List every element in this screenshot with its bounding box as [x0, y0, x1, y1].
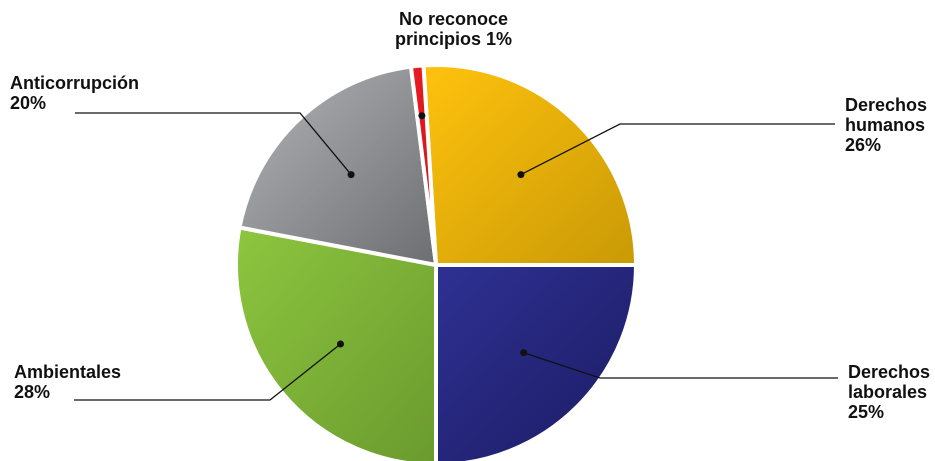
- label-line: principios 1%: [395, 29, 513, 49]
- label-line: laborales: [848, 382, 928, 402]
- label-line: Derechos: [848, 362, 931, 382]
- leader-line-anticorrupcion: [75, 112, 352, 176]
- label-value: 25%: [848, 402, 885, 422]
- leader-dot-derechos-humanos: [517, 171, 525, 179]
- label-value: 28%: [14, 382, 51, 402]
- label-derechos-humanos: Derechos humanos 26%: [845, 95, 927, 155]
- label-value: 26%: [845, 135, 882, 155]
- leader-line-derechos-humanos: [520, 123, 835, 176]
- leader-dot-derechos-laborales: [520, 349, 528, 357]
- label-no-reconoce-principios: No reconoce principios 1%: [395, 9, 512, 49]
- pie-slice-anticorrupcion: [237, 64, 438, 267]
- label-line: Anticorrupción: [10, 73, 139, 93]
- leader-line-ambientales: [74, 343, 341, 401]
- leader-dot-ambientales: [337, 340, 344, 348]
- label-line: Ambientales: [14, 362, 122, 382]
- pie-slice-derechos-humanos: [421, 62, 638, 267]
- pie-slice-no-reconoce-principios: [408, 63, 438, 267]
- label-line: Derechos: [845, 95, 928, 115]
- pie-slice-derechos-laborales: [434, 263, 638, 461]
- label-derechos-laborales: Derechos laborales 25%: [848, 362, 930, 422]
- leader-line-derechos-laborales: [523, 352, 838, 379]
- label-value: 20%: [10, 93, 47, 113]
- pie-slice-ambientales: [234, 225, 438, 461]
- label-anticorrupcion: Anticorrupción 20%: [10, 73, 139, 113]
- leader-dot-anticorrupcion: [347, 171, 355, 179]
- label-ambientales: Ambientales 28%: [14, 362, 121, 402]
- leader-dot-no-reconoce-principios: [418, 112, 426, 120]
- label-line: humanos: [845, 115, 926, 135]
- label-line: No reconoce: [399, 9, 509, 29]
